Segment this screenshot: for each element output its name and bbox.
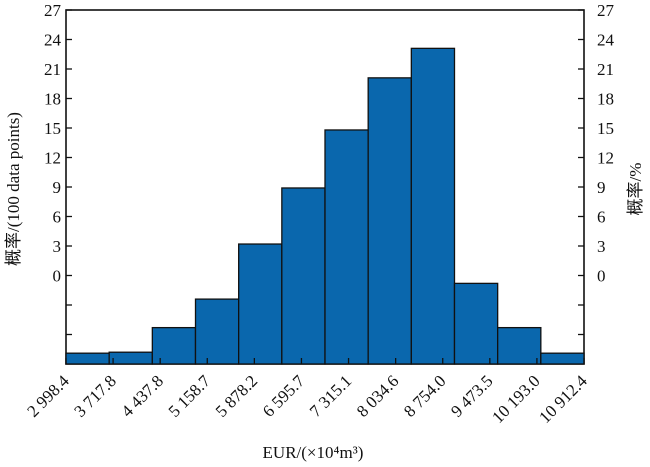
x-axis: 2 998.43 717.84 437.85 158.75 878.26 595…: [23, 358, 591, 427]
bars-group: [65, 47, 585, 365]
y-tick-label-right: 18: [597, 90, 614, 109]
y-tick-label-right: 6: [597, 208, 606, 227]
y-tick-label: 6: [53, 208, 62, 227]
histogram-bar: [540, 352, 585, 365]
x-tick-label: 7 315.1: [306, 371, 355, 420]
y-tick-label: 24: [44, 31, 62, 50]
x-tick-label: 10 912.4: [535, 371, 591, 427]
left-y-axis: 0 3 6 9 12 15 18 21 24 27: [44, 1, 72, 336]
y-tick-label-right: 24: [597, 31, 615, 50]
x-tick-label: 8 754.0: [400, 371, 449, 420]
x-tick-label: 4 437.8: [118, 371, 167, 420]
histogram-bar: [281, 187, 326, 365]
y-tick-label: 15: [44, 119, 61, 138]
histogram-bar: [238, 243, 283, 365]
x-tick-label: 2 998.4: [23, 371, 73, 421]
histogram-bar: [410, 47, 456, 365]
histogram-bar: [151, 326, 197, 365]
histogram-bar: [367, 77, 412, 365]
x-tick-label: 10 193.0: [488, 371, 544, 427]
y-axis-label-left: 概率/(100 data points): [4, 112, 23, 266]
y-tick-label-right: 27: [597, 1, 615, 20]
y-tick-label-right: 9: [597, 178, 606, 197]
y-tick-label: 9: [53, 178, 62, 197]
x-tick-label: 5 878.2: [212, 371, 261, 420]
y-axis-label-right: 概率/%: [626, 163, 645, 216]
y-tick-label-right: 21: [597, 60, 614, 79]
y-tick-label: 18: [44, 90, 61, 109]
x-axis-label: EUR/(×10⁴m³): [263, 443, 364, 462]
x-tick-label: 3 717.8: [70, 371, 119, 420]
histogram-bar: [324, 129, 369, 365]
y-tick-label: 12: [44, 149, 61, 168]
x-tick-label: 8 034.6: [353, 371, 402, 420]
y-tick-label: 0: [53, 267, 62, 286]
y-tick-label-right: 15: [597, 119, 614, 138]
y-tick-label: 21: [44, 60, 61, 79]
histogram-bar: [194, 298, 240, 365]
y-tick-label-right: 3: [597, 237, 606, 256]
right-y-axis: 0 3 6 9 12 15 18 21 24 27: [578, 1, 615, 336]
x-tick-label: 6 595.7: [259, 371, 309, 421]
y-tick-label: 3: [53, 237, 62, 256]
histogram-bar: [497, 326, 542, 365]
histogram-bar: [453, 282, 499, 365]
y-tick-label: 27: [44, 1, 62, 20]
histogram-bar: [65, 352, 110, 365]
y-tick-label-right: 0: [597, 267, 606, 286]
histogram-bar: [108, 351, 153, 365]
x-tick-label: 5 158.7: [165, 371, 215, 421]
y-tick-label-right: 12: [597, 149, 614, 168]
